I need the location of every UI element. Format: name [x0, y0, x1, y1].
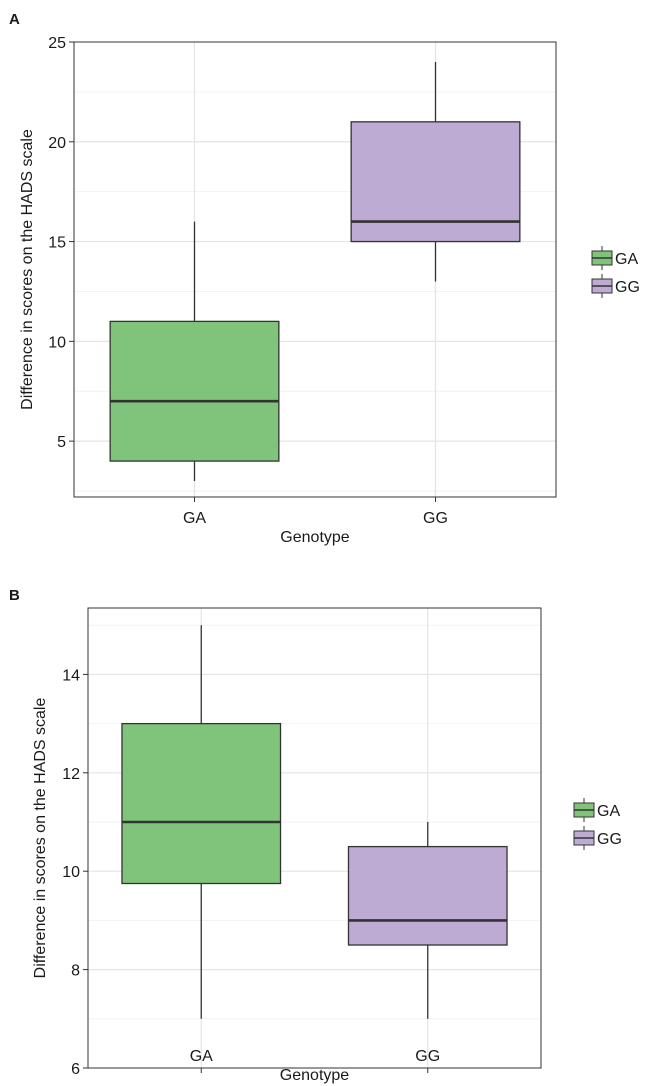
x-axis-title: Genotype [280, 1067, 349, 1084]
x-axis-title: Genotype [280, 529, 349, 546]
y-tick-label: 14 [62, 667, 80, 684]
y-tick-label: 10 [48, 334, 66, 351]
y-tick-label: 12 [62, 766, 80, 783]
plot-border [73, 41, 557, 498]
panel-a-chart: 5 10 15 20 25 GA GG Genotype Difference in score… [19, 35, 640, 546]
panel-b-chart: 6 8 10 12 14 GA GG Genotype Difference in scores… [32, 607, 622, 1084]
box-gg [347, 845, 508, 946]
plot-border [87, 607, 542, 1069]
x-tick-label: GG [415, 1048, 440, 1065]
legend-label-gg: GG [615, 279, 640, 296]
legend-label-gg: GG [597, 831, 622, 848]
box-gg [350, 121, 521, 243]
y-tick-label: 25 [48, 35, 66, 52]
y-tick-label: 15 [48, 235, 66, 252]
y-tick-label: 8 [71, 963, 80, 980]
x-tick-label: GA [183, 510, 206, 527]
box-ga [121, 722, 282, 885]
panel-a-label: A [9, 11, 20, 28]
y-tick-label: 10 [62, 864, 80, 881]
x-tick-label: GG [423, 510, 448, 527]
y-tick-label: 20 [48, 135, 66, 152]
box-ga [109, 320, 280, 462]
y-tick-label: 5 [57, 434, 66, 451]
x-tick-label: GA [190, 1048, 213, 1065]
y-tick-label: 6 [71, 1061, 80, 1078]
y-axis-title: Difference in scores on the HADS scale [32, 698, 49, 979]
legend-label-ga: GA [597, 803, 620, 820]
panel-b-label: B [9, 587, 20, 604]
legend-label-ga: GA [615, 251, 638, 268]
y-axis-title: Difference in scores on the HADS scale [19, 129, 36, 410]
